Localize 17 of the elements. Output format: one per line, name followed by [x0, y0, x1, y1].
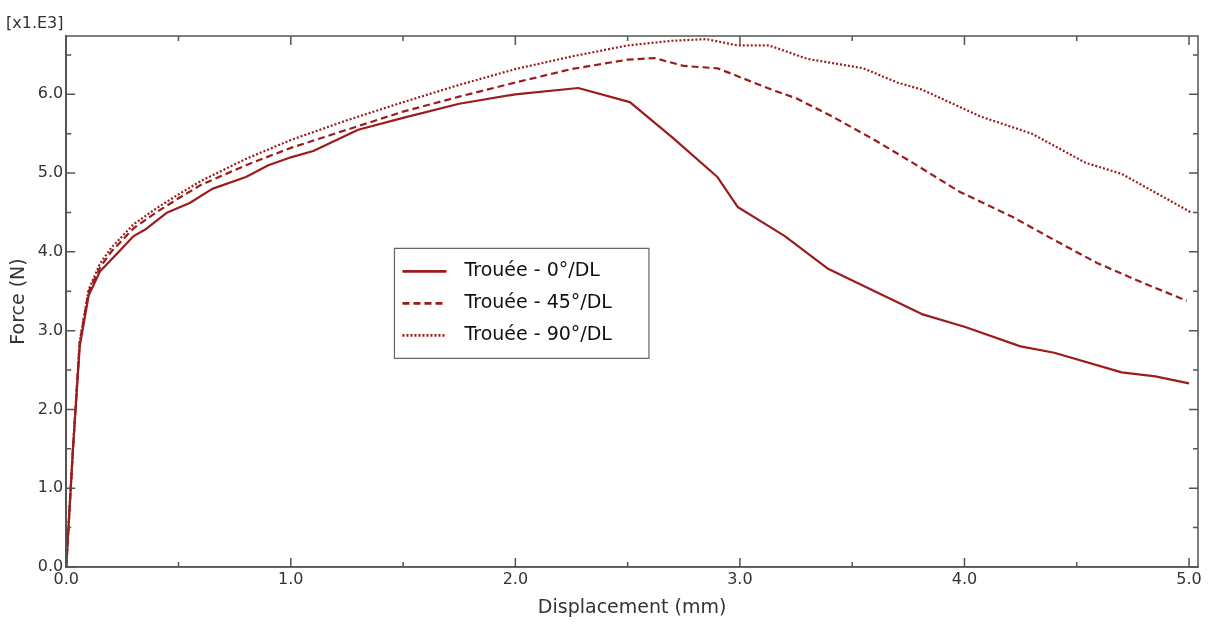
y-tick-label: 4.0: [37, 241, 64, 261]
x-axis-title: Displacement (mm): [537, 594, 727, 617]
text: [x1.E3]: [6, 13, 64, 33]
x-tick-label: 1.0: [278, 568, 304, 588]
x-tick-label: 5.0: [1176, 568, 1202, 588]
y-tick-label: 5.0: [37, 162, 64, 182]
y-tick-label: 2.0: [37, 398, 64, 418]
legend-label: Trouée - 0°/DL: [463, 258, 601, 281]
y-tick-label: 3.0: [37, 319, 64, 339]
legend-label: Trouée - 45°/DL: [463, 290, 613, 313]
x-tick-label: 3.0: [727, 568, 753, 588]
y-axis-title: Force (N): [6, 258, 29, 345]
x-tick-label: 2.0: [502, 568, 529, 588]
y-tick-label: 6.0: [37, 83, 64, 103]
y-tick-label: 1.0: [37, 477, 64, 497]
x-tick-label: 4.0: [951, 568, 978, 588]
legend-label: Trouée - 90°/DL: [463, 322, 613, 345]
